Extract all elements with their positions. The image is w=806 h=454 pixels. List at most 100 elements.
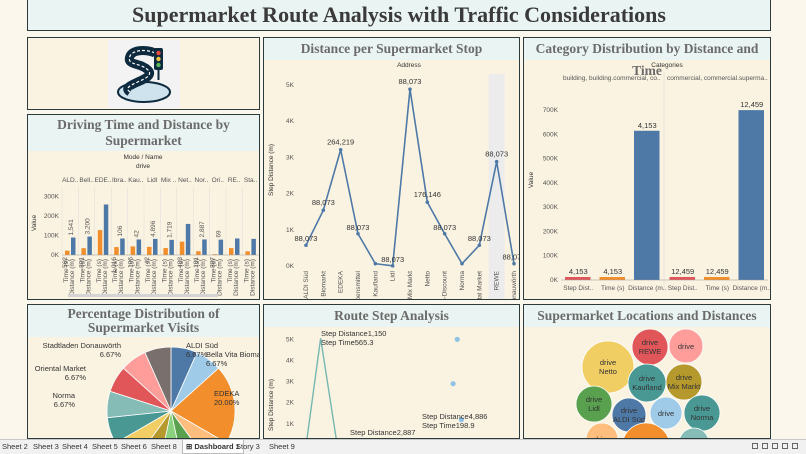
time-bar[interactable] (130, 246, 136, 255)
distance-bar[interactable] (103, 204, 109, 255)
locations-bubble-chart[interactable]: driveREWEdrivedriveNettodriveKauflanddri… (524, 327, 770, 438)
location-bubble[interactable] (622, 422, 670, 438)
sheet-tab[interactable]: Sheet 3 (33, 442, 59, 451)
sheet-tab[interactable]: Sheet 9 (269, 442, 295, 451)
driving-bar-chart[interactable]: Mode / Name drive ALD.. Bell.. EDE.. Ibra.. Ka… (28, 151, 259, 299)
sheet-tab[interactable]: ⊞ Dashboard 1 (182, 440, 244, 454)
annotation-line1: Step Distance1,150 (321, 329, 386, 338)
route-point[interactable] (454, 336, 460, 342)
stop-point[interactable] (425, 200, 430, 205)
time-bar[interactable] (212, 254, 218, 255)
location-bubble[interactable] (668, 328, 704, 364)
list-view-icon[interactable] (762, 443, 768, 449)
category-bar[interactable] (565, 277, 591, 280)
distance-bar[interactable] (218, 239, 224, 255)
time-bar[interactable] (114, 247, 119, 255)
previous-icon[interactable] (782, 443, 788, 449)
distance-bar[interactable] (251, 238, 256, 255)
pie-slice[interactable] (170, 410, 226, 439)
category-bar[interactable] (738, 110, 765, 280)
time-bar[interactable] (147, 246, 152, 255)
time-bar[interactable] (245, 251, 250, 255)
stop-point[interactable] (460, 261, 464, 266)
distance-bar[interactable] (87, 236, 92, 255)
sheet-tab[interactable]: Sheet 2 (2, 442, 28, 451)
time-bar[interactable] (179, 241, 185, 255)
slice-name-label: EDEKA (214, 389, 239, 398)
sheet-tab[interactable]: Story 3 (236, 442, 260, 451)
stop-point[interactable] (304, 243, 308, 248)
bubble-mode-label: drive (642, 338, 658, 347)
bubble-mode-label: drive (621, 406, 637, 415)
sheet-tab[interactable]: Sheet 5 (92, 442, 118, 451)
sheet-tab[interactable]: Sheet 4 (62, 442, 88, 451)
distance-bar[interactable] (71, 237, 76, 255)
stop-point[interactable] (408, 87, 412, 92)
stop-point[interactable] (356, 231, 360, 236)
distance-bar[interactable] (169, 239, 174, 255)
grid-view-icon[interactable] (752, 443, 758, 449)
sheet-tab[interactable]: Sheet 6 (121, 442, 147, 451)
pie-slice[interactable] (170, 410, 209, 439)
y-axis-label: Value (31, 215, 38, 232)
annotation-line1: Step Distance4,886 (422, 412, 487, 421)
time-bar[interactable] (229, 248, 234, 255)
stop-point[interactable] (512, 261, 516, 266)
distance-value-label: 3,200 (84, 218, 91, 235)
category-bar[interactable] (704, 276, 730, 280)
logo-panel (27, 37, 260, 110)
route-step-chart[interactable]: Step Distance (m) 5K 4K 3K 2K 1K Step Distance… (264, 327, 519, 438)
time-bar[interactable] (97, 230, 103, 255)
distance-value-label: 4,896 (150, 220, 157, 237)
x-label-distance: Distance (m) (102, 259, 109, 296)
y-tick: 0K (51, 252, 60, 259)
route-point[interactable] (458, 417, 464, 423)
panel-title: Percentage Distribution of Supermarket V… (28, 305, 259, 337)
category-bar[interactable] (599, 277, 626, 280)
route-point[interactable] (450, 381, 456, 387)
sheet-tab[interactable]: Sheet 8 (151, 442, 177, 451)
distance-bar[interactable] (136, 239, 142, 255)
distance-bar[interactable] (120, 238, 125, 255)
y-tick: 600K (543, 131, 559, 138)
location-bubble[interactable] (679, 427, 709, 438)
y-axis-label: Step Distance (m) (268, 144, 275, 196)
stop-point[interactable] (477, 243, 482, 248)
x-label-distance: Distance (m) (200, 259, 207, 296)
pie-slice[interactable] (144, 346, 172, 412)
pie-slice[interactable] (158, 410, 185, 439)
stop-point[interactable] (442, 231, 447, 236)
location-bubble[interactable] (575, 385, 613, 423)
location-bubble[interactable] (665, 363, 703, 401)
stop-point[interactable] (373, 261, 378, 266)
bubble-mode-label: drive (600, 358, 616, 367)
stop-point[interactable] (494, 159, 499, 164)
distance-line-chart[interactable]: Address Step Distance (m) 5K 4K 3K 2K 1K 0K 88,0… (264, 60, 519, 299)
group-header: building, building.commercial, co.. (563, 75, 661, 82)
category-bar-chart[interactable]: Categories building, building.commercial,… (524, 60, 770, 299)
distance-bar[interactable] (185, 223, 191, 255)
distance-bar[interactable] (202, 239, 207, 255)
time-bar[interactable] (81, 248, 86, 255)
horizontal-scrollbar[interactable] (68, 294, 218, 297)
stop-point[interactable] (338, 147, 343, 152)
time-value-label: 887 (210, 257, 217, 268)
distance-bar[interactable] (235, 238, 240, 255)
route-line[interactable] (306, 338, 337, 438)
point-value-label: 264,219 (327, 138, 354, 147)
pie-slice[interactable] (170, 367, 236, 439)
time-bar[interactable] (196, 251, 201, 255)
location-bubble[interactable] (649, 396, 683, 430)
filmstrip-view-icon[interactable] (772, 443, 778, 449)
location-bubble[interactable] (585, 422, 619, 438)
distance-bar[interactable] (153, 238, 158, 255)
category-bar[interactable] (669, 276, 696, 280)
stop-point[interactable] (321, 208, 326, 213)
fit-icon[interactable] (792, 443, 798, 449)
stop-point[interactable] (390, 264, 395, 268)
x-label-time: Time (s) (178, 259, 185, 283)
time-bar[interactable] (163, 248, 168, 255)
category-bar[interactable] (634, 130, 660, 280)
time-bar[interactable] (65, 250, 70, 255)
